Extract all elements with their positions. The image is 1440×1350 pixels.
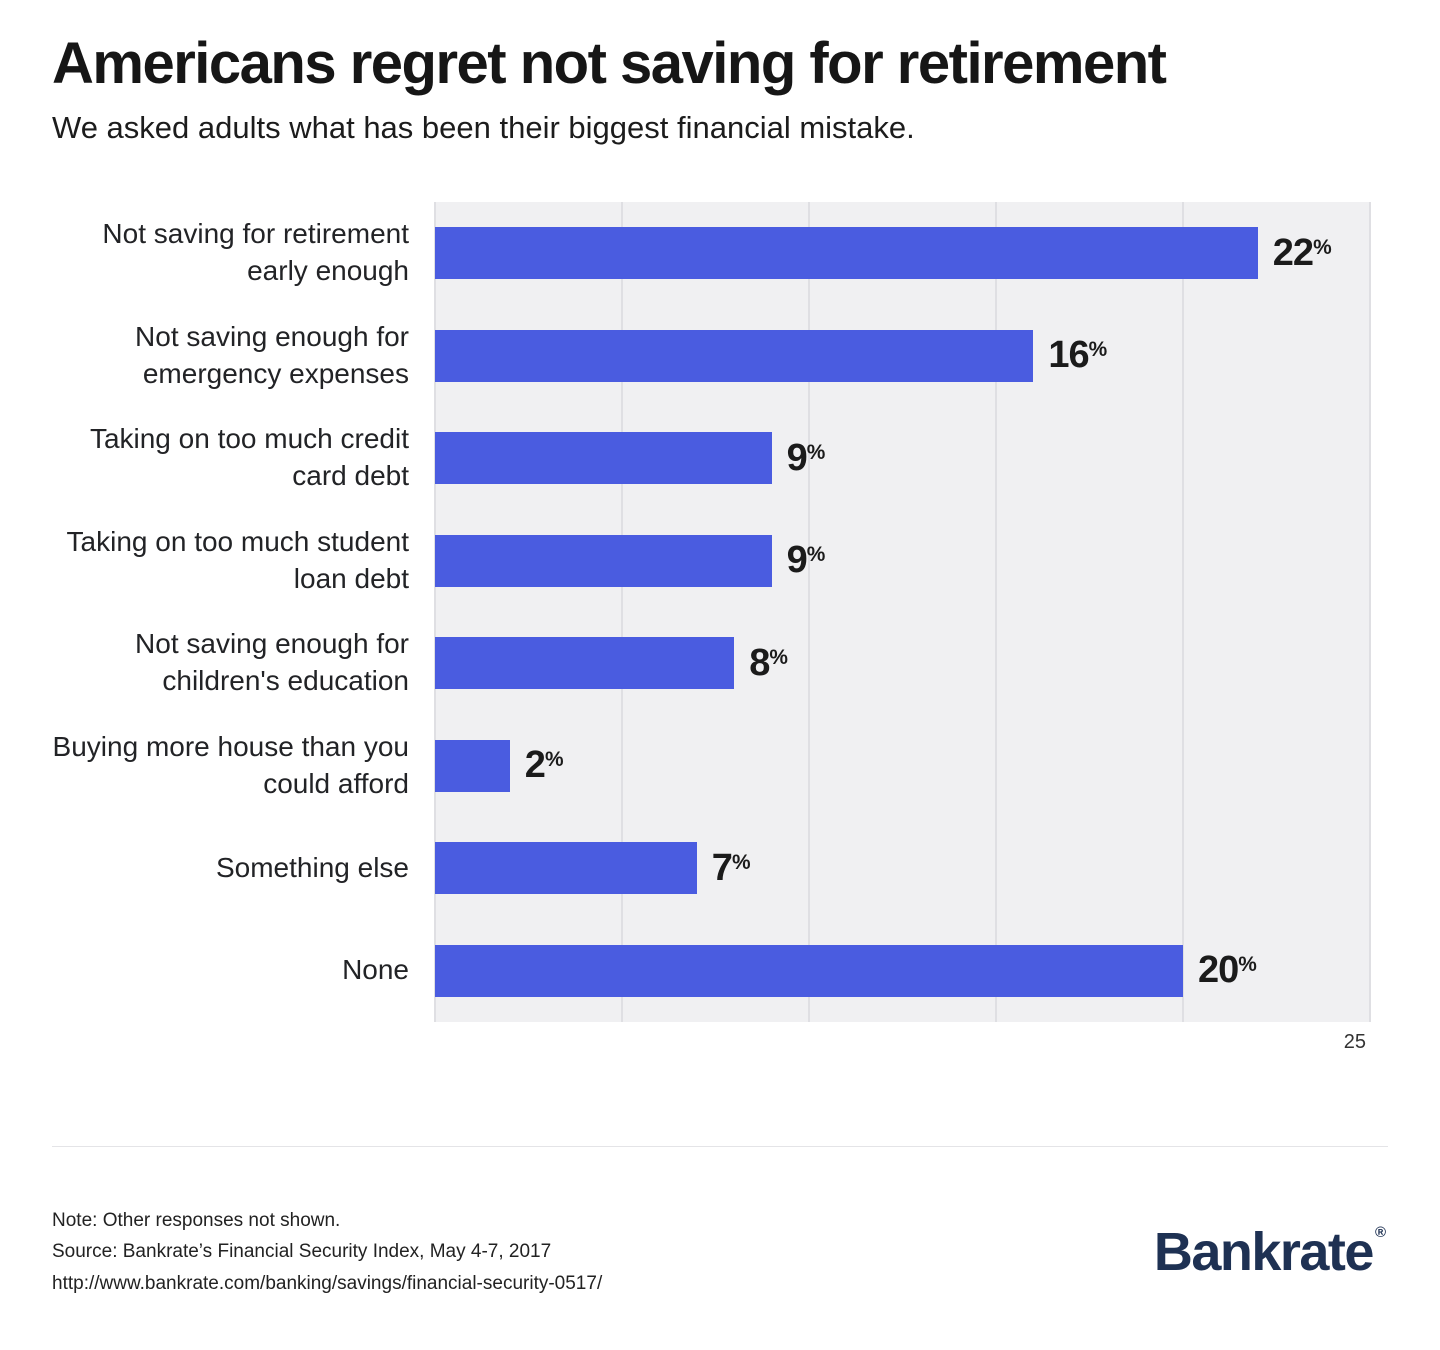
source-text: Source: Bankrate’s Financial Security In…	[52, 1241, 552, 1263]
x-axis-max-tick: 25	[1343, 1030, 1366, 1053]
category-label: Buying more house than you could afford	[52, 730, 409, 799]
x-axis: 25	[435, 1022, 1370, 1054]
divider	[52, 1145, 1388, 1147]
bar-value-label: 16%	[1048, 334, 1107, 377]
bar	[435, 637, 735, 690]
category-label: Taking on too much credit card debt	[89, 423, 409, 492]
gridline	[1182, 201, 1184, 1022]
page-title: Americans regret not saving for retireme…	[52, 31, 1167, 96]
bankrate-wordmark: Bankrate	[1153, 1221, 1375, 1282]
category-label: Not saving enough for emergency expenses	[135, 320, 409, 389]
bar-row: 9%	[435, 407, 1370, 510]
percent-sign: %	[769, 645, 788, 669]
bar-value-number: 9	[786, 539, 808, 582]
category-label: Not saving for retirement early enough	[102, 218, 409, 287]
percent-sign: %	[806, 440, 826, 464]
footer: Note: Other responses not shown. Source:…	[52, 1205, 1388, 1299]
percent-sign: %	[544, 748, 564, 772]
percent-sign: %	[1313, 235, 1332, 259]
category-label: None	[342, 954, 409, 986]
gridline	[808, 201, 810, 1022]
bar-value-label: 9%	[787, 539, 826, 582]
category-labels: Not saving for retirement early enough No…	[52, 202, 435, 1022]
bar-value-label: 9%	[787, 437, 826, 480]
bar	[435, 944, 1183, 997]
percent-sign: %	[731, 850, 751, 874]
bar-value-number: 8	[749, 641, 770, 684]
gridline	[621, 201, 623, 1022]
bar-value-number: 22	[1272, 231, 1314, 274]
bar-value-number: 20	[1198, 949, 1239, 992]
bankrate-logo: Bankrate ®	[1154, 1225, 1386, 1279]
percent-sign: %	[1088, 338, 1108, 362]
registered-mark: ®	[1374, 1223, 1386, 1241]
plot-wrap: 22% 16% 9% 9% 8% 2% 7% 20% 25	[434, 201, 1371, 1054]
percent-sign: %	[1238, 953, 1257, 977]
bar-value-label: 22%	[1273, 232, 1332, 275]
bar-row: 7%	[435, 817, 1370, 920]
bar	[435, 432, 772, 485]
bar-value-number: 9	[786, 436, 808, 479]
source-url: http://www.bankrate.com/banking/savings/…	[52, 1272, 603, 1294]
bar-row: 16%	[435, 304, 1370, 407]
bar-value-number: 16	[1048, 334, 1089, 377]
bar-value-label: 2%	[525, 744, 564, 787]
gridline	[434, 201, 436, 1022]
note-text: Note: Other responses not shown.	[52, 1209, 341, 1231]
percent-sign: %	[806, 543, 826, 567]
gridline	[1369, 201, 1371, 1022]
page-subtitle: We asked adults what has been their bigg…	[52, 109, 915, 145]
bar-value-label: 20%	[1198, 949, 1257, 992]
category-label: Not saving enough for children's educati…	[135, 628, 409, 697]
bar-chart: Not saving for retirement early enough No…	[52, 201, 1371, 1054]
bar-value-number: 2	[524, 744, 546, 787]
bar-value-label: 7%	[712, 847, 751, 890]
bar-row: 22%	[435, 202, 1370, 305]
bar-row: 9%	[435, 509, 1370, 612]
bar-row: 2%	[435, 714, 1370, 817]
bar-value-label: 8%	[749, 642, 788, 685]
bar	[435, 534, 772, 587]
category-label: Taking on too much student loan debt	[66, 525, 409, 594]
category-label: Something else	[215, 851, 409, 883]
plot-area: 22% 16% 9% 9% 8% 2% 7% 20%	[434, 201, 1371, 1022]
bar	[435, 842, 697, 895]
bar	[435, 739, 510, 792]
bar-row: 20%	[435, 919, 1370, 1022]
bar-value-number: 7	[711, 846, 733, 889]
bar	[435, 329, 1034, 382]
header: Americans regret not saving for retireme…	[52, 31, 1388, 146]
bar	[435, 227, 1258, 280]
bar-row: 8%	[435, 612, 1370, 715]
footer-notes: Note: Other responses not shown. Source:…	[52, 1205, 602, 1299]
gridline	[995, 201, 997, 1022]
